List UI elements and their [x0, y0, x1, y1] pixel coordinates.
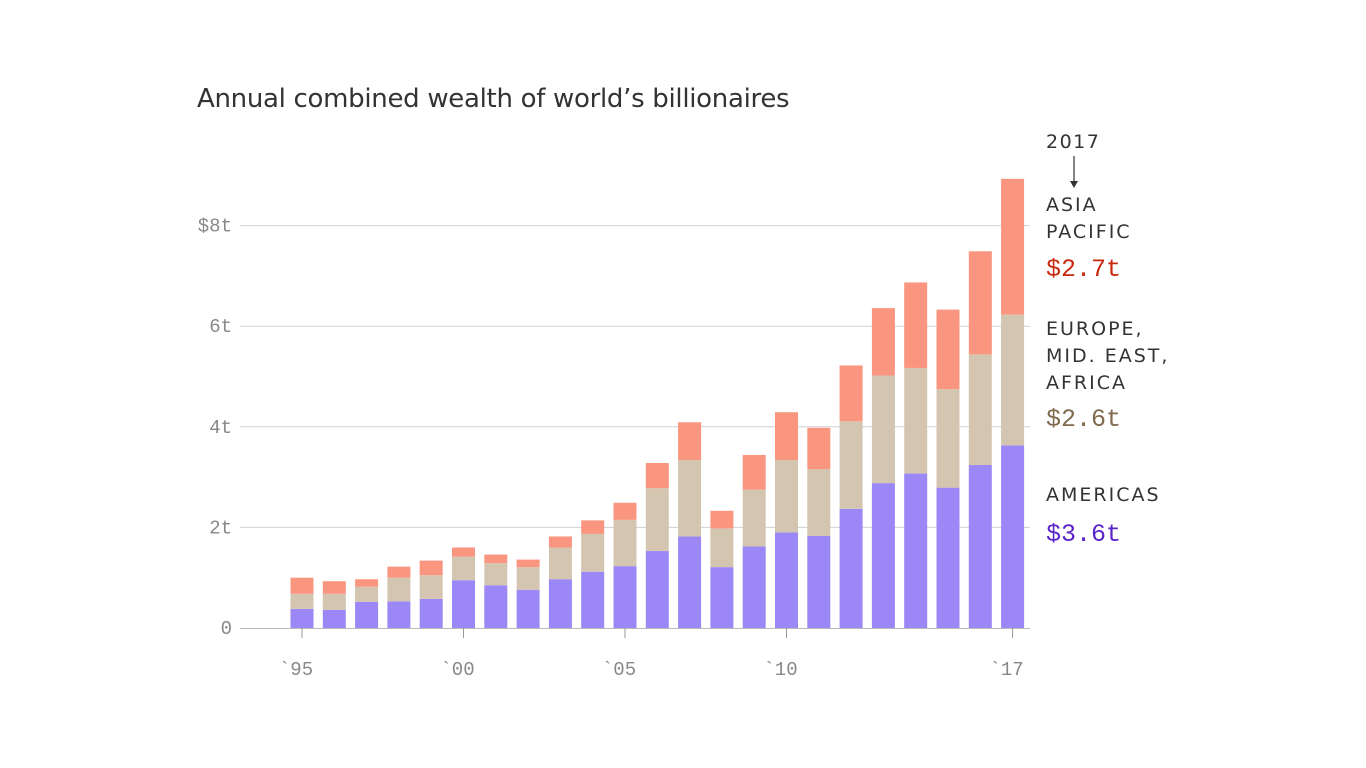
- bar-asia_pacific-2010: [775, 412, 798, 460]
- y-tick-label: 6t: [209, 316, 232, 338]
- bar-europe_mideast_africa-2007: [678, 459, 702, 537]
- bar-europe_mideast_africa-2009: [742, 489, 766, 547]
- asia-label-line1: ASIA: [1046, 194, 1098, 216]
- x-tick-label: `17: [989, 659, 1023, 681]
- bar-americas-1997: [355, 601, 379, 628]
- bar-europe_mideast_africa-2000: [452, 556, 475, 581]
- down-arrow-icon: [1070, 156, 1078, 188]
- bar-americas-1999: [419, 598, 443, 628]
- bar-europe_mideast_africa-2004: [581, 533, 605, 572]
- bar-americas-2009: [742, 546, 766, 628]
- x-tick-label: `95: [279, 659, 313, 681]
- bar-asia_pacific-2009: [742, 454, 766, 490]
- bar-americas-2011: [807, 535, 831, 628]
- bar-europe_mideast_africa-2003: [548, 547, 572, 580]
- bar-americas-1998: [387, 601, 411, 628]
- bar-americas-2006: [645, 551, 669, 628]
- bar-europe_mideast_africa-2017: [1001, 314, 1025, 446]
- bar-europe_mideast_africa-2008: [710, 528, 734, 568]
- gridlines: [240, 225, 1030, 528]
- chart-title: Annual combined wealth of world’s billio…: [197, 84, 790, 114]
- bar-asia_pacific-1999: [419, 560, 443, 576]
- bar-asia_pacific-2001: [484, 554, 508, 564]
- bar-americas-2003: [548, 579, 572, 628]
- bar-europe_mideast_africa-2011: [807, 469, 831, 536]
- bar-americas-1995: [290, 608, 314, 628]
- annotation-asia-value: $2.7t: [1046, 255, 1122, 284]
- bar-americas-2001: [484, 585, 508, 628]
- x-tick-label: `05: [602, 659, 636, 681]
- bar-asia_pacific-2007: [678, 422, 702, 460]
- bars: [290, 178, 1025, 628]
- bar-americas-2014: [904, 473, 928, 628]
- bar-americas-2010: [775, 532, 798, 628]
- bar-americas-2015: [936, 487, 960, 628]
- bar-asia_pacific-2017: [1001, 178, 1025, 315]
- emea-label-line2: MID. EAST,: [1046, 345, 1170, 367]
- bar-americas-2007: [678, 536, 702, 628]
- bar-americas-2005: [613, 566, 637, 628]
- bar-europe_mideast_africa-2016: [968, 354, 992, 466]
- bar-europe_mideast_africa-2014: [904, 367, 928, 474]
- bar-europe_mideast_africa-2012: [839, 421, 863, 509]
- bar-europe_mideast_africa-2010: [775, 459, 798, 533]
- bar-europe_mideast_africa-2013: [871, 375, 895, 484]
- bar-europe_mideast_africa-2001: [484, 563, 508, 586]
- x-tick-label: `10: [763, 659, 797, 681]
- bar-europe_mideast_africa-1996: [322, 593, 346, 610]
- annotation-emea-value: $2.6t: [1046, 405, 1122, 434]
- bar-asia_pacific-1995: [290, 577, 314, 594]
- y-tick-label: $8t: [198, 216, 232, 238]
- bar-americas-2000: [452, 580, 475, 628]
- bar-asia_pacific-1998: [387, 566, 411, 578]
- bar-americas-2004: [581, 571, 605, 628]
- bar-europe_mideast_africa-2006: [645, 488, 669, 552]
- bar-europe_mideast_africa-1999: [419, 575, 443, 599]
- y-tick-label: 4t: [209, 417, 232, 439]
- bar-asia_pacific-2004: [581, 520, 605, 534]
- x-axis: `95 `00 `05 `10 `17: [240, 628, 1030, 681]
- bar-asia_pacific-2006: [645, 463, 669, 489]
- annotation-year: 2017: [1046, 131, 1101, 153]
- bar-asia_pacific-2000: [452, 547, 475, 557]
- bar-asia_pacific-1997: [355, 579, 379, 587]
- bar-asia_pacific-2011: [807, 427, 831, 470]
- bar-europe_mideast_africa-2015: [936, 389, 960, 488]
- bar-americas-2012: [839, 508, 863, 628]
- annotation-americas-label: AMERICAS: [1046, 482, 1161, 509]
- y-axis-ticks: 0 2t 4t 6t $8t: [198, 216, 232, 640]
- bar-europe_mideast_africa-1995: [290, 593, 314, 609]
- bar-europe_mideast_africa-1997: [355, 586, 379, 602]
- bar-americas-2017: [1001, 445, 1025, 628]
- annotation-emea-label: EUROPE, MID. EAST, AFRICA: [1046, 316, 1169, 397]
- bar-asia_pacific-2008: [710, 510, 734, 529]
- bar-asia_pacific-2015: [936, 309, 960, 390]
- bar-americas-2002: [516, 589, 540, 628]
- bar-asia_pacific-2005: [613, 502, 637, 520]
- bar-europe_mideast_africa-2005: [613, 519, 637, 567]
- bar-asia_pacific-2014: [904, 282, 928, 368]
- bar-asia_pacific-2003: [548, 536, 572, 548]
- x-tick-label: `00: [440, 659, 474, 681]
- emea-label-line3: AFRICA: [1046, 372, 1127, 394]
- bar-americas-2013: [871, 483, 895, 628]
- y-tick-label: 2t: [209, 517, 232, 539]
- bar-americas-2016: [968, 465, 992, 628]
- bar-asia_pacific-2002: [516, 559, 540, 568]
- annotation-asia-label: ASIA PACIFIC: [1046, 192, 1132, 246]
- bar-asia_pacific-2013: [871, 308, 895, 376]
- annotation-americas-value: $3.6t: [1046, 520, 1122, 549]
- americas-label-line: AMERICAS: [1046, 484, 1161, 506]
- bar-europe_mideast_africa-2002: [516, 567, 540, 590]
- emea-label-line1: EUROPE,: [1046, 318, 1144, 340]
- asia-label-line2: PACIFIC: [1046, 221, 1132, 243]
- bar-asia_pacific-1996: [322, 581, 346, 594]
- bar-asia_pacific-2016: [968, 251, 992, 355]
- bar-asia_pacific-2012: [839, 365, 863, 422]
- y-tick-label: 0: [221, 618, 232, 640]
- bar-europe_mideast_africa-1998: [387, 577, 411, 602]
- bar-americas-2008: [710, 567, 734, 628]
- bar-americas-1996: [322, 609, 346, 628]
